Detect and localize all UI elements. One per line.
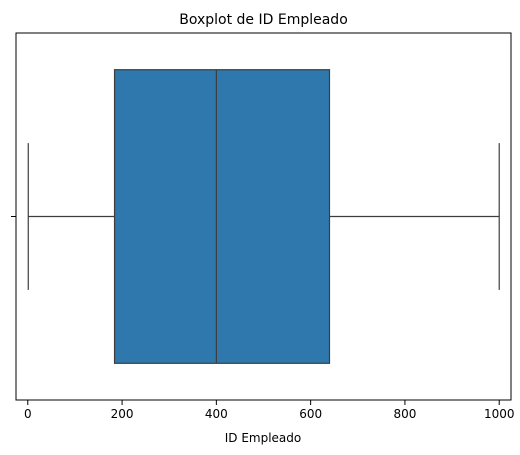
plot-layer: 0 200 400 600 800 1000 [11, 32, 515, 421]
x-tick-label: 1000 [484, 407, 515, 421]
x-axis-label: ID Empleado [225, 431, 302, 445]
x-tick-label: 200 [111, 407, 134, 421]
x-tick-label: 0 [24, 407, 32, 421]
chart-title: Boxplot de ID Empleado [179, 12, 348, 28]
x-tick-label: 400 [205, 407, 228, 421]
x-tick-label: 600 [299, 407, 322, 421]
boxplot-box [113, 69, 331, 364]
x-tick-label: 800 [393, 407, 416, 421]
